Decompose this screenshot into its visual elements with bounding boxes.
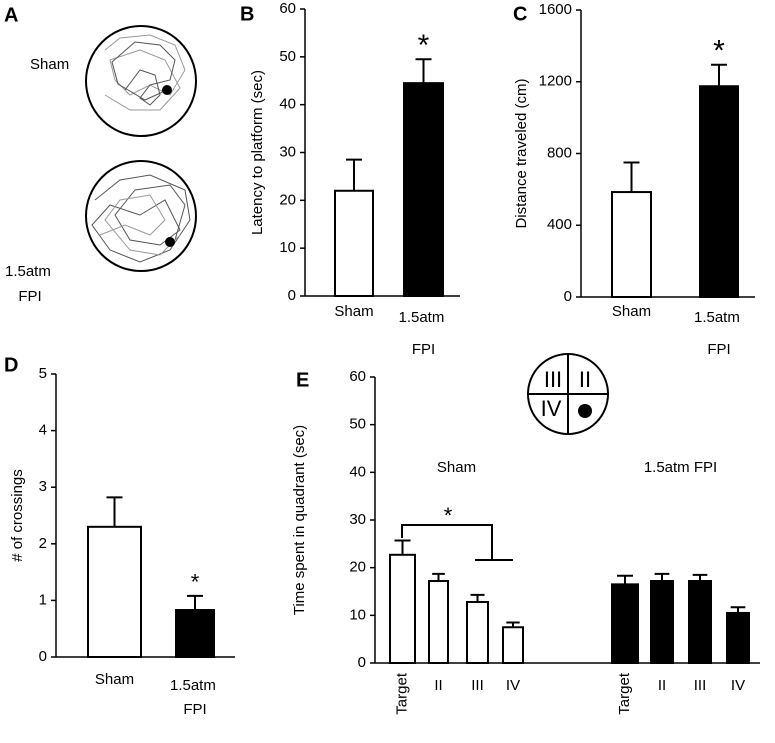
significance-marker: * <box>418 29 430 62</box>
error-bar <box>692 573 708 582</box>
x-tick-label: Sham <box>612 303 651 320</box>
error-bar <box>187 594 203 611</box>
error-bar <box>106 496 123 527</box>
y-axis-label: Distance traveled (cm) <box>513 78 530 228</box>
y-axis-label: # of crossings <box>9 469 26 562</box>
bar <box>466 600 489 665</box>
y-tick-label: 10 <box>349 606 366 623</box>
y-tick-label: 60 <box>279 0 296 17</box>
swim-path-fpi <box>85 160 197 272</box>
bar <box>87 525 142 658</box>
y-tick-label: 2 <box>39 535 47 552</box>
error-bar <box>623 161 640 193</box>
bar <box>726 611 750 665</box>
bar <box>611 191 652 298</box>
y-tick-label: 30 <box>349 511 366 528</box>
significance-marker: * <box>444 503 453 528</box>
y-tick-label: 40 <box>349 463 366 480</box>
y-tick-label: 3 <box>39 478 47 495</box>
bar <box>699 85 739 298</box>
y-tick-label: 1600 <box>539 1 572 18</box>
bar <box>403 82 444 298</box>
quadrant-label: III <box>544 367 562 392</box>
significance-bracket <box>401 524 513 561</box>
quadrant-label: II <box>579 367 591 392</box>
y-tick-label: 20 <box>279 191 296 208</box>
x-tick-label: III <box>471 677 484 694</box>
error-bar <box>415 58 432 84</box>
group-label: 1.5atm FPI <box>644 459 717 476</box>
x-tick-label: IV <box>506 677 520 694</box>
x-tick-label: II <box>658 677 666 694</box>
y-tick-label: 10 <box>279 239 296 256</box>
y-tick-label: 30 <box>279 143 296 160</box>
bar <box>389 553 416 665</box>
panel-label: A <box>4 4 18 26</box>
y-tick-label: 4 <box>39 422 47 439</box>
bar <box>502 626 524 664</box>
group-label: Sham <box>437 459 476 476</box>
x-tick-label: Sham <box>334 303 373 320</box>
error-bar <box>470 593 485 602</box>
panel-label: C <box>513 3 527 25</box>
panel-label: D <box>4 354 18 376</box>
y-tick-label: 1 <box>39 591 47 608</box>
bar <box>650 580 674 664</box>
significance-marker: * <box>191 570 200 595</box>
y-tick-label: 20 <box>349 559 366 576</box>
x-tick-label: Target <box>393 672 410 715</box>
y-tick-label: 800 <box>547 144 572 161</box>
x-tick-label: Target <box>616 672 633 715</box>
y-tick-label: 50 <box>349 416 366 433</box>
quadrant-label: IV <box>541 396 562 421</box>
y-axis-label: Time spent in quadrant (sec) <box>291 425 308 615</box>
bar <box>611 583 639 664</box>
error-bar <box>617 574 633 585</box>
y-tick-label: 400 <box>547 216 572 233</box>
inset-quadrants: III II IV <box>527 353 609 435</box>
condition-label: Sham <box>30 56 69 73</box>
significance-marker: * <box>713 35 725 68</box>
bar <box>428 580 449 664</box>
y-tick-label: 0 <box>564 288 572 305</box>
y-tick-label: 40 <box>279 96 296 113</box>
y-tick-label: 60 <box>349 368 366 385</box>
y-tick-label: 5 <box>39 365 47 382</box>
y-tick-label: 50 <box>279 48 296 65</box>
y-tick-label: 0 <box>358 654 366 671</box>
error-bar <box>394 539 411 555</box>
x-tick-label: II <box>434 677 442 694</box>
swim-path-sham <box>85 25 197 137</box>
x-tick-label: 1.5atm FPI <box>398 309 448 358</box>
y-axis-label: Latency to platform (sec) <box>249 70 266 235</box>
error-bar <box>711 63 727 87</box>
condition-label: 1.5atm FPI <box>5 263 55 305</box>
panel-label: B <box>240 3 254 25</box>
y-tick-label: 1200 <box>539 73 572 90</box>
bar <box>175 609 215 658</box>
y-tick-label: 0 <box>288 287 296 304</box>
error-bar <box>432 572 445 582</box>
x-tick-label: 1.5atm FPI <box>170 677 220 718</box>
x-tick-label: 1.5atm FPI <box>694 309 744 358</box>
bar <box>688 580 712 664</box>
y-tick-label: 0 <box>39 648 47 665</box>
x-tick-label: III <box>694 677 707 694</box>
error-bar <box>654 572 670 582</box>
bar <box>334 189 374 297</box>
error-bar <box>346 158 362 191</box>
x-tick-label: IV <box>731 677 745 694</box>
x-tick-label: Sham <box>95 671 134 688</box>
panel-label: E <box>296 369 309 391</box>
